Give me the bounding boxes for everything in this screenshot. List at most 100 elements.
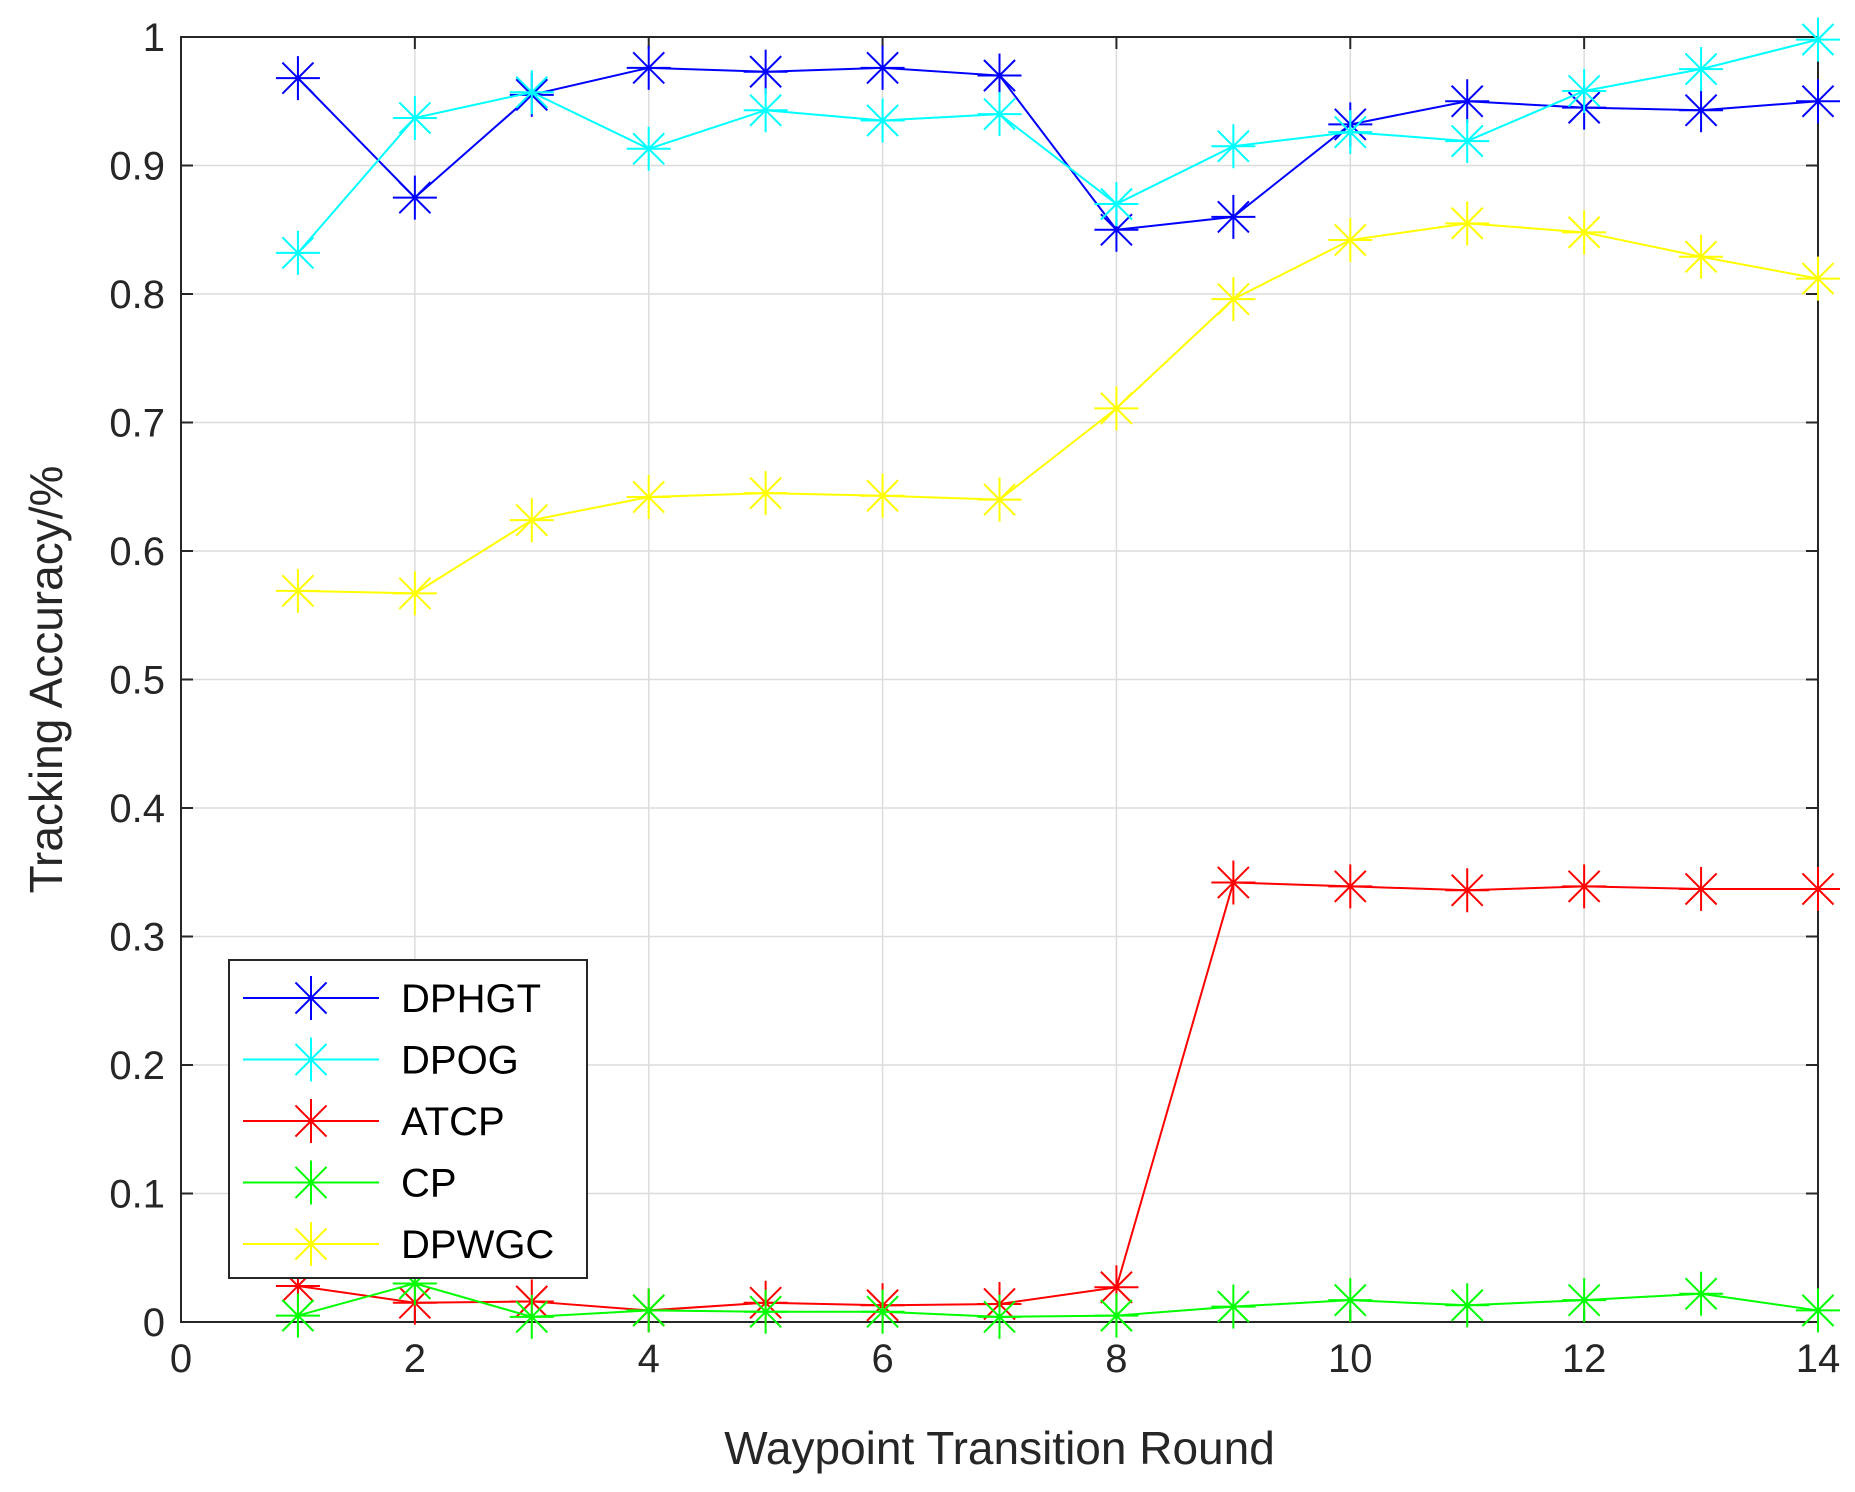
data-point — [1679, 47, 1724, 92]
data-point — [1211, 860, 1256, 905]
legend-item-dpwgc: DPWGC — [243, 1222, 554, 1267]
legend-label: DPWGC — [401, 1223, 554, 1267]
y-tick-label: 0 — [143, 1301, 165, 1345]
data-point — [1445, 1283, 1490, 1328]
x-tick-label: 10 — [1328, 1337, 1373, 1381]
data-point — [1562, 68, 1607, 113]
x-tick-label: 4 — [638, 1337, 660, 1381]
y-tick-label: 0.9 — [109, 145, 165, 189]
data-point — [1679, 866, 1724, 911]
legend-marker — [289, 1160, 333, 1205]
series-dpwgc — [275, 201, 1840, 616]
data-point — [743, 88, 788, 133]
y-tick-label: 0.5 — [109, 659, 165, 703]
data-point — [743, 49, 788, 94]
data-point — [275, 230, 320, 275]
legend-label: DPHGT — [401, 977, 541, 1021]
data-point — [1328, 864, 1373, 909]
legend-marker — [289, 1037, 333, 1082]
y-tick-label: 0.4 — [109, 787, 165, 831]
series-line — [297, 222, 1819, 595]
x-tick-label: 6 — [871, 1337, 893, 1381]
data-point — [275, 568, 320, 613]
data-point — [1796, 866, 1840, 911]
legend-marker — [289, 976, 333, 1020]
data-point — [275, 56, 320, 101]
data-point — [1796, 256, 1840, 301]
legend-label: ATCP — [401, 1100, 505, 1144]
data-point — [1328, 110, 1373, 155]
data-point — [275, 1293, 320, 1338]
data-point — [1562, 864, 1607, 909]
y-tick-label: 0.6 — [109, 530, 165, 574]
data-point — [1562, 210, 1607, 255]
data-point — [1679, 88, 1724, 133]
data-point — [977, 92, 1022, 137]
y-tick-label: 1 — [143, 16, 165, 60]
data-point — [860, 1289, 905, 1334]
legend: DPHGT DPOG ATCP CP DPWGC — [228, 959, 588, 1279]
data-point — [392, 175, 437, 220]
data-point — [1796, 17, 1840, 62]
y-tick-label: 0.3 — [109, 916, 165, 960]
x-tick-label: 8 — [1105, 1337, 1127, 1381]
data-point — [1094, 182, 1139, 227]
data-point — [860, 45, 905, 90]
legend-label: CP — [401, 1162, 457, 1206]
data-point — [860, 98, 905, 143]
data-series — [275, 17, 1840, 1339]
data-point — [977, 1294, 1022, 1339]
data-point — [509, 1294, 554, 1339]
x-tick-label: 14 — [1796, 1337, 1841, 1381]
data-point — [1211, 124, 1256, 169]
data-point — [1211, 1284, 1256, 1329]
legend-marker — [289, 1222, 333, 1266]
data-point — [626, 126, 671, 171]
data-point — [1679, 1271, 1724, 1316]
y-tick-label: 0.8 — [109, 273, 165, 317]
legend-label: DPOG — [401, 1039, 519, 1083]
data-point — [1679, 234, 1724, 279]
data-point — [626, 475, 671, 520]
data-point — [1796, 1288, 1840, 1333]
legend-item-dpog: DPOG — [243, 1037, 519, 1083]
x-tick-label: 2 — [404, 1337, 426, 1381]
data-point — [509, 498, 554, 543]
data-point — [392, 571, 437, 616]
y-tick-label: 0.2 — [109, 1044, 165, 1088]
data-point — [743, 471, 788, 516]
data-point — [1796, 79, 1840, 124]
series-dpog — [275, 17, 1840, 275]
legend-item-atcp: ATCP — [243, 1099, 505, 1144]
data-point — [1211, 277, 1256, 322]
data-point — [1445, 868, 1490, 913]
data-point — [1094, 1293, 1139, 1338]
series-line — [297, 38, 1819, 254]
y-axis-title: Tracking Accuracy/% — [20, 466, 72, 894]
series-cp — [275, 1261, 1840, 1339]
y-tick-label: 0.7 — [109, 402, 165, 446]
data-point — [1445, 201, 1490, 246]
data-point — [1445, 79, 1490, 124]
data-point — [1445, 119, 1490, 164]
y-tick-label: 0.1 — [109, 1173, 165, 1217]
data-point — [1328, 1278, 1373, 1323]
x-tick-label: 12 — [1562, 1337, 1607, 1381]
x-axis-title: Waypoint Transition Round — [724, 1422, 1275, 1474]
series-line — [297, 66, 1819, 231]
legend-item-dphgt: DPHGT — [243, 976, 541, 1021]
data-point — [392, 95, 437, 140]
legend-box — [228, 959, 588, 1279]
axis-ticks: 0 2 4 6 8 10 12 14 0 0.1 0.2 0.3 0.4 0.5 0.6 0.7 0.8 0.9 1 — [109, 16, 1840, 1381]
data-point — [860, 473, 905, 518]
data-point — [1328, 218, 1373, 263]
data-point — [626, 45, 671, 90]
data-point — [509, 70, 554, 115]
data-point — [977, 53, 1022, 98]
x-tick-label: 0 — [170, 1337, 192, 1381]
data-point — [626, 1288, 671, 1333]
data-point — [977, 477, 1022, 522]
data-point — [1211, 194, 1256, 239]
data-point — [743, 1289, 788, 1334]
